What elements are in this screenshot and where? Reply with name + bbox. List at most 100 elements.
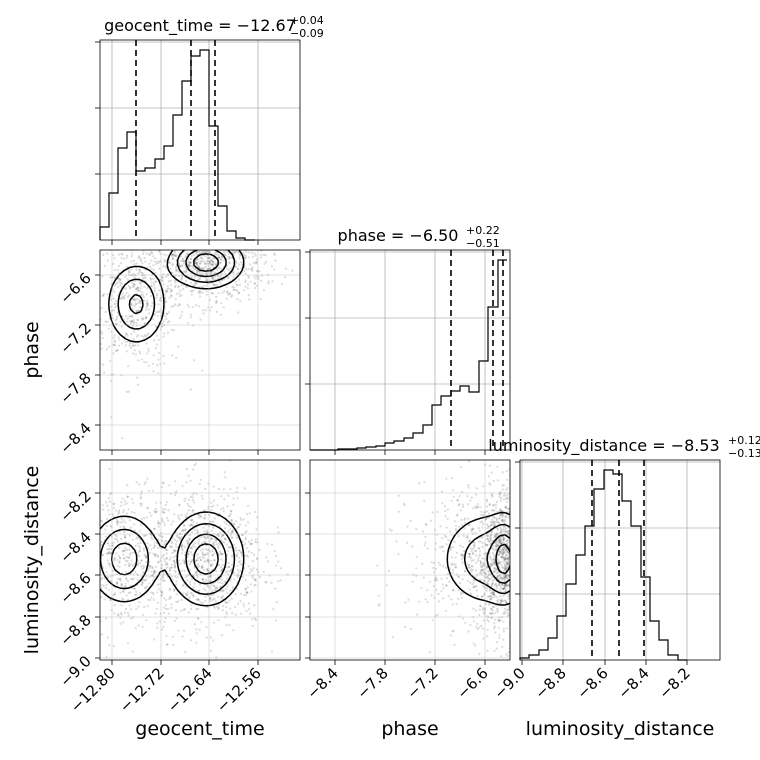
scatter-point	[487, 570, 491, 574]
scatter-point	[274, 619, 277, 622]
scatter-point	[93, 667, 95, 669]
scatter-point	[489, 543, 492, 546]
scatter-point	[136, 560, 140, 563]
scatter-point	[145, 361, 148, 364]
scatter-point	[499, 667, 501, 669]
scatter-point	[244, 256, 247, 260]
scatter-point	[198, 513, 201, 517]
scatter-point	[487, 512, 490, 515]
scatter-point	[196, 531, 199, 535]
scatter-point	[131, 314, 134, 317]
scatter-point	[102, 294, 105, 297]
scatter-point	[525, 553, 527, 555]
scatter-point	[507, 530, 510, 533]
scatter-point	[235, 555, 238, 558]
scatter-point	[173, 589, 176, 592]
scatter-point	[517, 539, 519, 541]
scatter-point	[228, 545, 231, 549]
scatter-point	[502, 536, 505, 539]
scatter-point	[471, 568, 474, 572]
scatter-point	[533, 637, 535, 639]
scatter-point	[248, 540, 251, 543]
scatter-point	[491, 612, 494, 615]
scatter-point	[221, 256, 224, 259]
scatter-point	[406, 525, 409, 528]
scatter-point	[512, 535, 514, 537]
scatter-point	[195, 261, 198, 264]
scatter-point	[232, 244, 234, 246]
scatter-point	[468, 539, 471, 542]
scatter-point	[466, 503, 470, 506]
scatter-point	[503, 612, 506, 615]
scatter-point	[162, 354, 165, 358]
scatter-point	[197, 513, 200, 516]
scatter-point	[213, 517, 216, 520]
scatter-point	[106, 552, 109, 555]
scatter-point	[118, 278, 121, 281]
scatter-point	[179, 243, 181, 245]
scatter-point	[192, 234, 194, 236]
scatter-point	[197, 540, 200, 543]
scatter-point	[445, 526, 448, 529]
scatter-point	[109, 575, 112, 578]
scatter-point	[121, 589, 125, 593]
scatter-point	[211, 593, 215, 597]
scatter-point	[504, 575, 507, 579]
scatter-point	[511, 529, 513, 531]
scatter-point	[168, 484, 171, 487]
scatter-point	[220, 569, 223, 573]
scatter-point	[492, 558, 495, 561]
scatter-point	[225, 543, 228, 546]
scatter-point	[213, 559, 217, 562]
scatter-point	[534, 570, 536, 572]
scatter-point	[455, 566, 458, 569]
scatter-point	[213, 584, 216, 588]
scatter-point	[161, 277, 164, 280]
scatter-point	[250, 617, 254, 621]
scatter-point	[464, 517, 467, 520]
scatter-point	[226, 291, 229, 294]
scatter-point	[192, 246, 194, 248]
scatter-point	[539, 602, 541, 604]
scatter-point	[116, 519, 119, 522]
scatter-point	[104, 528, 107, 531]
scatter-point	[182, 227, 184, 229]
scatter-point	[220, 302, 223, 305]
scatter-point	[542, 494, 544, 496]
scatter-point	[516, 470, 518, 472]
scatter-point	[129, 552, 132, 555]
scatter-point	[224, 215, 226, 217]
scatter-point	[113, 339, 116, 342]
scatter-point	[459, 509, 462, 512]
scatter-point	[478, 553, 482, 556]
scatter-point	[186, 512, 189, 515]
scatter-point	[115, 305, 118, 308]
scatter-point	[134, 298, 137, 301]
scatter-point	[230, 509, 233, 512]
scatter-point	[535, 512, 537, 514]
scatter-point	[145, 317, 148, 320]
scatter-point	[506, 496, 509, 499]
scatter-point	[230, 225, 232, 227]
scatter-point	[211, 277, 214, 280]
scatter-point	[183, 523, 186, 527]
scatter-point	[117, 512, 120, 515]
scatter-point	[235, 534, 238, 537]
scatter-point	[153, 545, 156, 548]
scatter-point	[177, 270, 180, 273]
scatter-point	[533, 545, 535, 547]
scatter-point	[431, 511, 434, 514]
scatter-point	[223, 498, 226, 501]
scatter-point	[112, 352, 115, 355]
scatter-point	[201, 578, 204, 581]
scatter-point	[138, 289, 141, 293]
scatter-point	[246, 586, 249, 589]
scatter-point	[254, 220, 256, 222]
scatter-point	[186, 593, 189, 596]
scatter-point	[135, 537, 138, 540]
scatter-point	[223, 580, 226, 583]
scatter-point	[187, 247, 189, 249]
scatter-point	[221, 564, 224, 567]
scatter-point	[181, 484, 184, 487]
scatter-point	[438, 546, 442, 549]
